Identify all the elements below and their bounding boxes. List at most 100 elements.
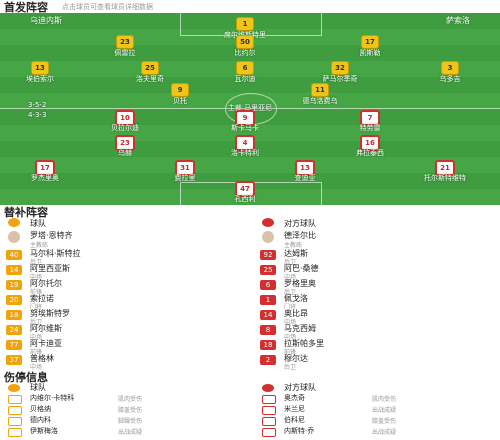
player-name[interactable]: 埃伯索尔	[26, 75, 54, 83]
player-name[interactable]: 托尔斯特维特	[424, 174, 466, 182]
sub-number: 14	[6, 265, 22, 275]
injured-name[interactable]: 德内科	[30, 416, 51, 424]
player-shirt[interactable]: 3	[441, 61, 459, 75]
player-name[interactable]: 比约尔	[234, 49, 256, 57]
player-name[interactable]: 费拉里	[174, 174, 196, 182]
player-shirt[interactable]: 13	[295, 160, 315, 176]
sub-number: 25	[260, 265, 276, 275]
injured-name[interactable]: 奥杰奇	[284, 394, 305, 402]
sub-name[interactable]: 阿尔维斯	[30, 324, 62, 333]
player-name[interactable]: 查迪亚	[294, 174, 316, 182]
coach-avatar	[262, 231, 274, 243]
player-shirt[interactable]: 50	[236, 35, 254, 49]
player-shirt[interactable]: 23	[116, 35, 134, 49]
player-name[interactable]: 乌赫	[118, 149, 132, 157]
coach-name[interactable]: 德泽尔比	[284, 231, 316, 240]
player-name[interactable]: 弗拉泰西	[356, 149, 384, 157]
sub-position: 中场	[30, 334, 43, 341]
injury-status: 肌肉受伤	[372, 396, 397, 403]
injured-name[interactable]: 伊斯梅洛	[30, 427, 58, 435]
player-name[interactable]: 洛卡特利	[231, 149, 259, 157]
sub-name[interactable]: 努埃斯特罗	[30, 309, 70, 318]
player-name[interactable]: 萨马尔季奇	[322, 75, 358, 83]
team-badge	[262, 218, 274, 227]
player-shirt[interactable]: 32	[331, 61, 349, 75]
player-name[interactable]: 凯斯勒	[359, 49, 381, 57]
player-shirt[interactable]: 7	[360, 110, 380, 126]
player-shirt[interactable]: 10	[115, 110, 135, 126]
sub-number: 19	[6, 280, 22, 290]
sub-name[interactable]: 索拉诺	[30, 294, 54, 303]
player-name[interactable]: 特劳雷	[359, 124, 381, 132]
player-shirt[interactable]: 17	[361, 35, 379, 49]
sub-number: 92	[260, 250, 276, 260]
injured-name[interactable]: 内维尔·卡特科	[30, 394, 75, 402]
sub-name[interactable]: 奥比昂	[284, 309, 308, 318]
player-name[interactable]: 乌多吉	[439, 75, 461, 83]
player-shirt[interactable]: 11	[311, 83, 329, 97]
sub-position: 后卫	[284, 289, 297, 296]
player-shirt[interactable]: 4	[235, 135, 255, 151]
injury-icon	[262, 395, 276, 404]
section-title: 首发阵容	[4, 1, 48, 14]
sub-position: 中场	[30, 274, 43, 281]
player-name[interactable]: 斯卡马卡	[231, 124, 259, 132]
sub-name[interactable]: 普格林	[30, 354, 54, 363]
player-name[interactable]: 德乌洛费乌	[302, 97, 338, 105]
sub-name[interactable]: 马克西姆	[284, 324, 316, 333]
team-name: 对方球队	[284, 383, 316, 392]
player-shirt[interactable]: 9	[171, 83, 189, 97]
player-name[interactable]: 瓦尔迪	[234, 75, 256, 83]
player-name[interactable]: 罗杰里奥	[31, 174, 59, 182]
sub-number: 6	[260, 280, 276, 290]
sub-name[interactable]: 达姆斯	[284, 249, 308, 258]
injured-name[interactable]: 伯科尼	[284, 416, 305, 424]
sub-number: 2	[260, 355, 276, 365]
sub-name[interactable]: 穆尔达	[284, 354, 308, 363]
sub-name[interactable]: 阿巴·桑德	[284, 264, 319, 273]
team-name: 球队	[30, 383, 46, 392]
player-shirt[interactable]: 25	[141, 61, 159, 75]
sub-name[interactable]: 阿里西亚斯	[30, 264, 70, 273]
injured-name[interactable]: 内斯特·乔	[284, 427, 315, 435]
player-shirt[interactable]: 31	[175, 160, 195, 176]
sub-number: 40	[6, 250, 22, 260]
player-shirt[interactable]: 6	[236, 61, 254, 75]
sub-position: 中场	[30, 364, 43, 371]
sub-name[interactable]: 拉斯帕多里	[284, 339, 324, 348]
player-name[interactable]: 洛夫里奇	[136, 75, 164, 83]
injured-name[interactable]: 贝格纳	[30, 405, 51, 413]
player-name[interactable]: 贝拉尔迪	[111, 124, 139, 132]
sub-position: 前锋	[284, 349, 297, 356]
sub-position: 前锋	[30, 289, 43, 296]
player-shirt[interactable]: 16	[360, 135, 380, 151]
player-shirt[interactable]: 47	[235, 181, 255, 197]
sub-name[interactable]: 马尔科·斯特拉	[30, 249, 81, 258]
player-shirt[interactable]: 9	[235, 110, 255, 126]
player-shirt[interactable]: 21	[435, 160, 455, 176]
player-name[interactable]: 佩雷拉	[114, 49, 136, 57]
sub-name[interactable]: 罗格里奥	[284, 279, 316, 288]
sub-position: 中场	[284, 274, 297, 281]
sub-name[interactable]: 佩戈洛	[284, 294, 308, 303]
player-shirt[interactable]: 13	[31, 61, 49, 75]
injured-name[interactable]: 米兰尼	[284, 405, 305, 413]
sub-position: 前锋	[30, 349, 43, 356]
sub-name[interactable]: 阿尔托尔	[30, 279, 62, 288]
coach-name[interactable]: 罗塔·恩特齐	[30, 231, 73, 240]
player-shirt[interactable]: 1	[236, 17, 254, 31]
player-name[interactable]: 贝托	[173, 97, 187, 105]
section-title: 替补阵容	[4, 206, 48, 219]
sub-position: 后卫	[284, 259, 297, 266]
injury-status: 出战成疑	[372, 407, 397, 414]
coach-role: 主教练	[30, 242, 49, 249]
player-shirt[interactable]: 23	[115, 135, 135, 151]
injury-status: 膝盖受伤	[372, 418, 397, 425]
player-name[interactable]: 孔西利	[234, 195, 256, 203]
sub-name[interactable]: 阿卡迪亚	[30, 339, 62, 348]
injury-icon	[8, 428, 22, 437]
player-shirt[interactable]: 17	[35, 160, 55, 176]
injury-icon	[8, 417, 22, 426]
